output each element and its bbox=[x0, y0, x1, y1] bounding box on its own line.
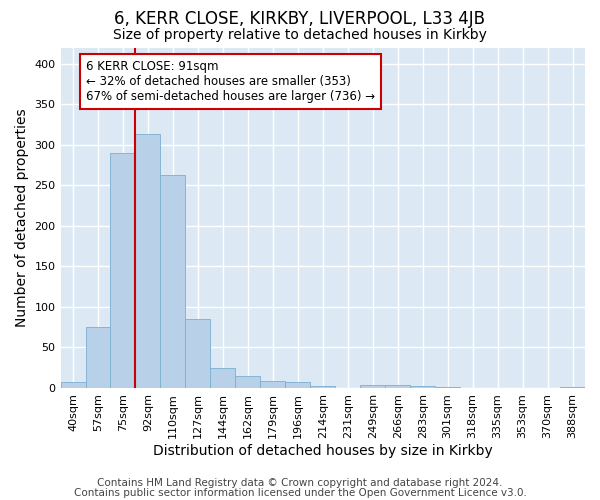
Bar bbox=[385, 384, 410, 388]
Bar bbox=[560, 387, 585, 388]
Bar bbox=[136, 134, 160, 388]
Bar bbox=[410, 386, 435, 388]
Text: Size of property relative to detached houses in Kirkby: Size of property relative to detached ho… bbox=[113, 28, 487, 42]
Bar bbox=[61, 382, 86, 388]
Y-axis label: Number of detached properties: Number of detached properties bbox=[15, 108, 29, 327]
Bar bbox=[86, 327, 110, 388]
Bar bbox=[185, 319, 211, 388]
Bar bbox=[435, 387, 460, 388]
Bar bbox=[235, 376, 260, 388]
Bar bbox=[310, 386, 335, 388]
Text: 6, KERR CLOSE, KIRKBY, LIVERPOOL, L33 4JB: 6, KERR CLOSE, KIRKBY, LIVERPOOL, L33 4J… bbox=[115, 10, 485, 28]
Bar bbox=[211, 368, 235, 388]
Bar bbox=[286, 382, 310, 388]
X-axis label: Distribution of detached houses by size in Kirkby: Distribution of detached houses by size … bbox=[153, 444, 493, 458]
Bar bbox=[110, 153, 136, 388]
Text: Contains HM Land Registry data © Crown copyright and database right 2024.: Contains HM Land Registry data © Crown c… bbox=[97, 478, 503, 488]
Bar bbox=[260, 380, 286, 388]
Text: 6 KERR CLOSE: 91sqm
← 32% of detached houses are smaller (353)
67% of semi-detac: 6 KERR CLOSE: 91sqm ← 32% of detached ho… bbox=[86, 60, 374, 102]
Bar bbox=[360, 384, 385, 388]
Text: Contains public sector information licensed under the Open Government Licence v3: Contains public sector information licen… bbox=[74, 488, 526, 498]
Bar bbox=[160, 175, 185, 388]
